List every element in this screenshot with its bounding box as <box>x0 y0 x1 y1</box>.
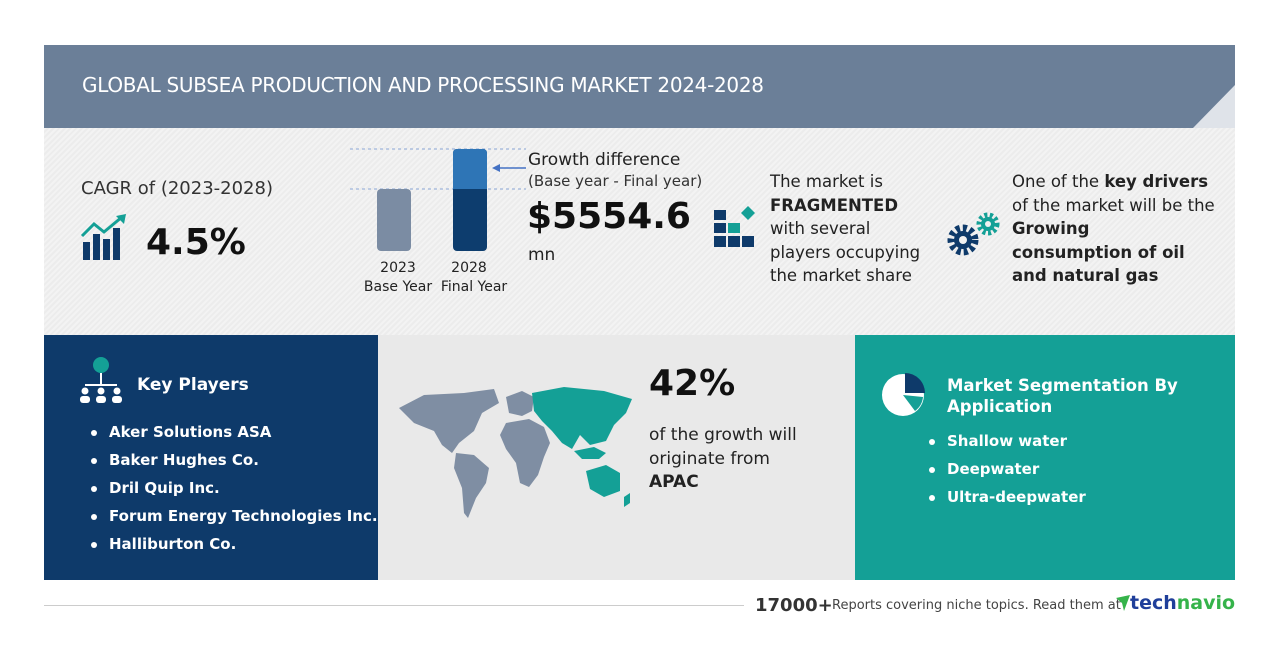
text-strong: and natural gas <box>1012 266 1159 285</box>
list-item: Aker Solutions ASA <box>89 423 378 451</box>
fragmented-label: FRAGMENTED <box>770 195 899 215</box>
list-item: Ultra-deepwater <box>927 488 1086 516</box>
region-text: of the growth will originate from APAC <box>649 424 797 495</box>
text-line: originate from <box>649 448 770 469</box>
text-line: One of the <box>1012 172 1105 191</box>
growth-value: $5554.6 <box>527 196 691 237</box>
segmentation-panel: Market Segmentation By Application Shall… <box>855 335 1235 580</box>
footer-text: Reports covering niche topics. Read them… <box>832 598 1121 613</box>
gears-icon <box>947 212 1000 256</box>
cagr-label: CAGR of (2023-2028) <box>81 178 273 199</box>
key-players-list: Aker Solutions ASA Baker Hughes Co. Dril… <box>89 423 378 563</box>
segmentation-title: Market Segmentation By Application <box>947 375 1178 417</box>
southeast-asia <box>574 447 606 459</box>
list-item: Deepwater <box>927 460 1086 488</box>
cagr-value: 4.5% <box>146 222 246 263</box>
key-players-panel: Key Players Aker Solutions ASA Baker Hug… <box>44 335 378 580</box>
technavio-logo-icon <box>1116 595 1130 611</box>
page-title: GLOBAL SUBSEA PRODUCTION AND PROCESSING … <box>82 73 764 97</box>
region-name: APAC <box>649 472 699 492</box>
text-line: of the growth will <box>649 425 797 445</box>
north-america <box>399 389 499 453</box>
growth-unit: mn <box>528 245 556 265</box>
header-banner: GLOBAL SUBSEA PRODUCTION AND PROCESSING … <box>44 45 1235 128</box>
people-network-icon <box>80 357 122 403</box>
list-item: Halliburton Co. <box>89 535 378 563</box>
text-strong: Growing <box>1012 219 1090 238</box>
bar-2023 <box>377 189 411 251</box>
brand-text: navio <box>1176 592 1236 614</box>
list-item: Baker Hughes Co. <box>89 451 378 479</box>
reports-count: 17000+ <box>755 595 833 616</box>
region-panel: 42% of the growth will originate from AP… <box>378 335 855 580</box>
bar-year-label: 2028 <box>451 260 487 276</box>
text-line: of the market will be the <box>1012 195 1215 215</box>
region-percent: 42% <box>649 363 736 404</box>
text-strong: consumption of oil <box>1012 242 1185 262</box>
asia <box>532 387 632 449</box>
pie-chart-icon <box>882 373 925 416</box>
world-map <box>399 387 632 518</box>
text-line: Market Segmentation By <box>947 376 1178 395</box>
summary-band: CAGR of (2023-2028) 4.5% 2023 Base Year … <box>44 128 1235 335</box>
list-item: Dril Quip Inc. <box>89 479 378 507</box>
fragmented-blocks-icon <box>714 206 755 247</box>
text-line: players occupying <box>770 242 921 262</box>
key-driver-text: One of the key drivers of the market wil… <box>1012 170 1215 288</box>
south-america <box>454 453 489 518</box>
key-players-title: Key Players <box>137 375 249 395</box>
list-item: Shallow water <box>927 432 1086 460</box>
text-line: The market is <box>770 172 883 191</box>
text-line: with several <box>770 219 871 238</box>
new-zealand <box>624 493 630 507</box>
market-structure-text: The market is FRAGMENTED with several pl… <box>770 170 920 288</box>
segmentation-list: Shallow water Deepwater Ultra-deepwater <box>927 432 1086 516</box>
list-item: Forum Energy Technologies Inc. <box>89 507 378 535</box>
text-line: Application <box>947 397 1053 416</box>
australia <box>586 465 620 497</box>
growth-bar-chart <box>350 148 526 251</box>
growth-subtitle: (Base year - Final year) <box>528 172 703 190</box>
text-strong: key drivers <box>1104 172 1209 191</box>
bar-caption: Base Year <box>363 279 433 295</box>
bar-caption: Final Year <box>440 279 508 295</box>
brand-text: tech <box>1130 592 1177 614</box>
text-line: the market share <box>770 266 912 285</box>
growth-title: Growth difference <box>528 150 681 170</box>
footer-divider <box>44 605 744 606</box>
corner-decoration <box>1193 85 1235 128</box>
growth-chart-icon <box>80 214 126 260</box>
bar-year-label: 2023 <box>380 260 416 276</box>
africa <box>500 419 550 487</box>
europe <box>506 391 534 416</box>
technavio-logo[interactable]: technavio <box>1116 592 1235 614</box>
